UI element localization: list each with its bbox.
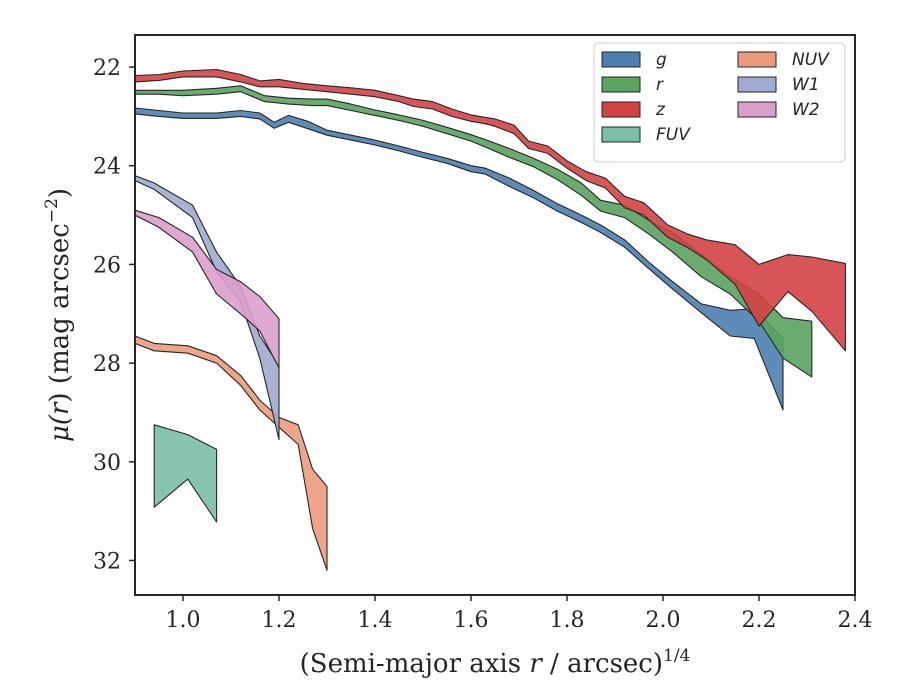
y-tick-label: 24: [93, 155, 121, 180]
x-axis-title-var: r: [529, 649, 543, 679]
band-r: [134, 85, 813, 378]
y-axis-title: μ(r) (mag arcsec−2): [42, 188, 75, 442]
legend-label-z: z: [655, 100, 666, 120]
legend-label-nuv: NUV: [792, 50, 830, 70]
x-axis-ticks: 1.0 1.2 1.4 1.6 1.8 2.0 2.2 2.4: [166, 595, 873, 633]
x-tick-label: 1.2: [262, 608, 297, 633]
legend: grz FUV NUV W1 W2: [593, 42, 846, 163]
x-tick-label: 1.4: [358, 608, 393, 633]
band-z: [134, 68, 846, 352]
legend-label-w2: W2: [792, 100, 820, 120]
x-tick-label: 1.8: [550, 608, 585, 633]
x-tick-label: 1.6: [454, 608, 489, 633]
legend-label-r: r: [656, 75, 664, 95]
x-axis-title: (Semi-major axis r / arcsec)1/4: [300, 646, 691, 679]
x-axis-title-sup: 1/4: [663, 646, 690, 666]
x-tick-label: 1.0: [166, 608, 201, 633]
legend-label-w1: W1: [792, 75, 820, 95]
legend-swatch-nuv: [737, 51, 777, 68]
y-tick-label: 28: [93, 352, 121, 377]
legend-swatch-fuv: [601, 126, 641, 143]
y-axis-title-mu: μ(: [45, 414, 75, 442]
y-axis-title-end: ): [45, 188, 75, 198]
y-tick-label: 30: [93, 451, 121, 476]
legend-swatch-w1: [737, 76, 777, 93]
legend-swatch-w2: [737, 101, 777, 118]
y-axis-title-mid: ) (mag arcsec: [45, 223, 75, 402]
y-axis-title-var: r: [45, 401, 75, 415]
band-w1: [134, 175, 280, 441]
x-axis-title-pre: (Semi-major axis: [300, 649, 530, 679]
band-g: [134, 107, 784, 411]
x-tick-label: 2.4: [838, 608, 873, 633]
x-tick-label: 2.0: [646, 608, 681, 633]
legend-swatch-z: [601, 101, 641, 118]
legend-label-g: g: [656, 50, 667, 70]
band-fuv: [153, 424, 218, 523]
band-w2: [134, 209, 280, 369]
legend-box: [593, 42, 846, 163]
legend-swatch-g: [601, 51, 641, 68]
x-tick-label: 2.2: [742, 608, 777, 633]
y-tick-label: 32: [93, 549, 121, 574]
y-tick-label: 22: [93, 56, 121, 81]
chart-bands: [134, 68, 846, 571]
y-axis-title-sup: −2: [42, 198, 62, 223]
plot-frame: [134, 34, 856, 596]
legend-swatch-r: [601, 76, 641, 93]
y-tick-label: 26: [93, 253, 121, 278]
legend-label-fuv: FUV: [656, 125, 691, 145]
y-axis-ticks: 22 24 26 28 30 32: [93, 56, 135, 574]
x-axis-title-mid: / arcsec): [542, 649, 663, 679]
band-nuv: [134, 335, 328, 571]
